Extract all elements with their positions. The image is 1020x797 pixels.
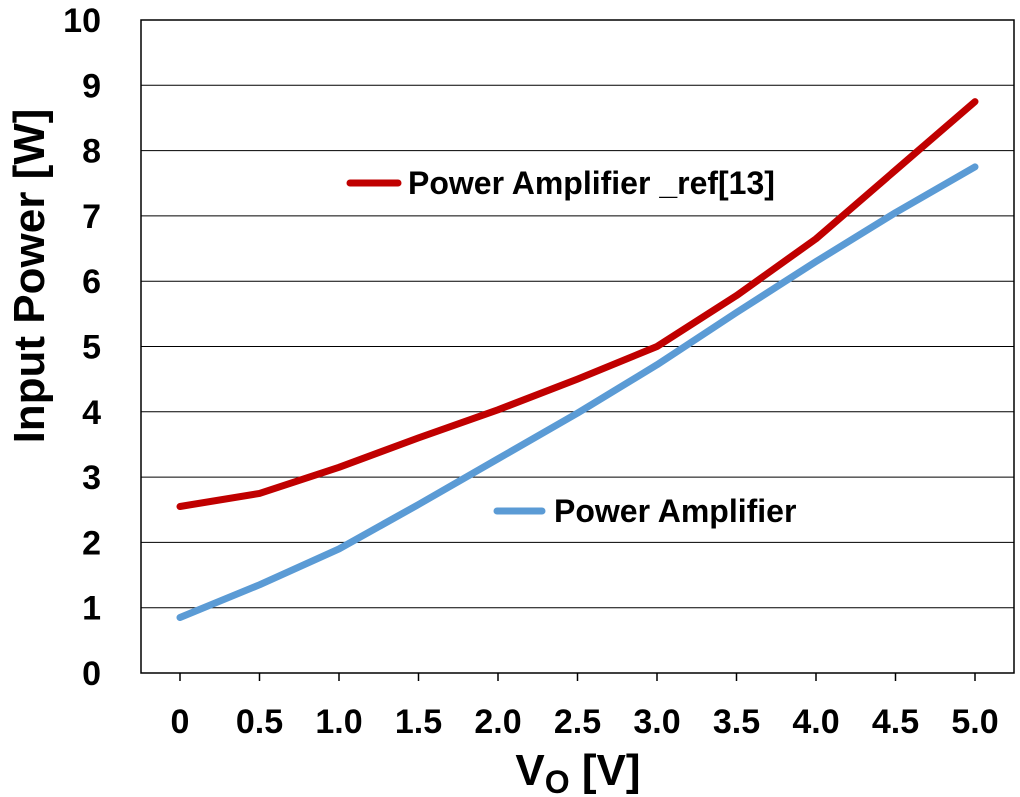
x-tick-label: 2.5: [554, 703, 601, 741]
y-tick-label: 4: [82, 394, 101, 432]
y-tick-labels: 0 1 2 3 4 5 6 7 8 9 10: [63, 2, 101, 693]
x-tick-label: 1.5: [395, 703, 442, 741]
y-tick-label: 0: [82, 655, 101, 693]
x-tick-label: 3.0: [633, 703, 680, 741]
x-axis-title-main: V: [515, 746, 545, 795]
legend-label-pa: Power Amplifier: [554, 493, 796, 529]
x-tick-label: 4.5: [872, 703, 919, 741]
x-axis-title-subscript: O: [545, 764, 570, 797]
x-tick-label: 0.5: [236, 703, 283, 741]
series-lines: [176, 98, 979, 621]
y-tick-label: 2: [82, 524, 101, 562]
x-tick-labels: 0 0.5 1.0 1.5 2.0 2.5 3.0 3.5 4.0 4.5 5.0: [171, 673, 999, 741]
y-tick-label: 10: [63, 2, 101, 40]
y-tick-label: 6: [82, 263, 101, 301]
x-tick-label: 3.5: [713, 703, 760, 741]
y-axis-title: Input Power [W]: [5, 109, 54, 444]
y-tick-label: 1: [82, 590, 101, 628]
y-tick-label: 9: [82, 67, 101, 105]
y-tick-label: 3: [82, 459, 101, 497]
y-tick-label: 8: [82, 133, 101, 171]
gridlines: [141, 84, 1014, 609]
legend-entry-pa: Power Amplifier: [493, 493, 796, 529]
x-tick-label: 5.0: [951, 703, 998, 741]
x-tick-label: 0: [171, 703, 190, 741]
x-axis-title: VO [V]: [515, 746, 640, 797]
series-line-ref: [176, 98, 979, 510]
legend-entry-ref: Power Amplifier _ref[13]: [346, 165, 775, 201]
y-tick-label: 5: [82, 329, 101, 367]
y-tick-label: 7: [82, 198, 101, 236]
x-tick-label: 4.0: [792, 703, 839, 741]
series-line-pa: [176, 163, 979, 621]
legend-label-ref: Power Amplifier _ref[13]: [408, 165, 775, 201]
x-tick-label: 2.0: [474, 703, 521, 741]
x-axis-title-unit: [V]: [570, 746, 641, 795]
x-tick-label: 1.0: [315, 703, 362, 741]
